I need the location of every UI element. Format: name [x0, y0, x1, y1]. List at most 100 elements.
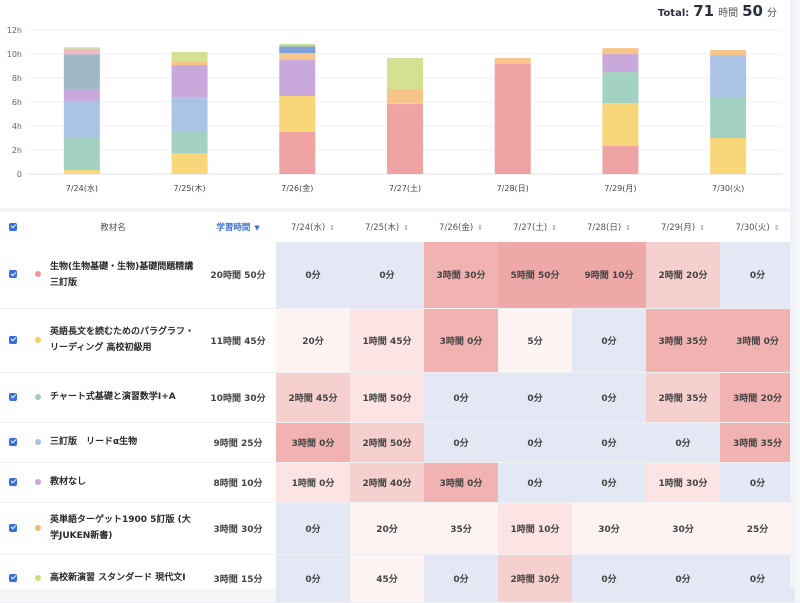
day-header-3[interactable]: 7/27(土) ⇕	[498, 212, 573, 242]
row-select-cell	[0, 502, 26, 555]
day-time-cell: 0分	[572, 308, 647, 373]
study-time-header-label: 学習時間	[216, 223, 251, 233]
day-time-cell: 3時間 30分	[424, 242, 499, 309]
bar-segment	[494, 57, 531, 64]
bar-segment	[710, 55, 747, 99]
row-checkbox[interactable]	[9, 392, 17, 401]
day-time-cell: 5時間 50分	[498, 242, 573, 309]
day-time-cell: 9時間 10分	[572, 242, 647, 309]
material-name: 英語長文を読むためのパラグラフ・リーディング 高校初級用	[50, 308, 201, 373]
material-name: 教材なし	[50, 462, 201, 503]
material-name: 生物(生物基礎・生物)基礎問題精講 三訂版	[50, 242, 201, 309]
material-total-time: 3時間 15分	[200, 554, 277, 603]
day-time-cell: 2時間 20分	[646, 242, 721, 309]
row-select-cell	[0, 372, 26, 423]
day-time-cell: 0分	[276, 554, 351, 603]
row-checkbox[interactable]	[9, 335, 17, 344]
sort-desc-icon: ▼	[254, 224, 260, 232]
minutes-unit: 分	[767, 8, 777, 19]
day-time-cell: 0分	[572, 422, 647, 463]
row-checkbox[interactable]	[9, 437, 17, 446]
row-checkbox[interactable]	[9, 573, 17, 582]
bar-segment	[171, 131, 208, 153]
bar-segment	[171, 153, 208, 174]
day-header-4[interactable]: 7/28(日) ⇕	[572, 212, 647, 242]
day-header-1[interactable]: 7/25(木) ⇕	[350, 212, 425, 242]
day-time-cell: 0分	[572, 462, 647, 503]
day-header-5[interactable]: 7/29(月) ⇕	[646, 212, 721, 242]
row-checkbox[interactable]	[9, 523, 17, 532]
bar-segment	[387, 103, 423, 105]
row-select-cell	[0, 242, 26, 309]
day-time-cell: 2時間 50分	[350, 422, 425, 463]
x-tick-label: 7/26(金)	[281, 183, 313, 193]
day-header-2[interactable]: 7/26(金) ⇕	[424, 212, 499, 242]
table-row: 英語長文を読むためのパラグラフ・リーディング 高校初級用 11時間 45分 20分 1…	[0, 308, 796, 373]
x-tick-label: 7/25(木)	[173, 183, 205, 193]
bar-segment	[710, 98, 747, 138]
table-row: 高校新演習 スタンダード 現代文I 3時間 15分 0分 45分 0分 2時間 30分 0分…	[0, 554, 796, 603]
table-row: 三訂版 リードα生物 9時間 25分 3時間 0分 2時間 50分 0分 0分 0分 0分 3時…	[0, 422, 796, 463]
total-study-time: Total: 71 時間 50 分	[658, 2, 777, 20]
day-time-cell: 2時間 30分	[498, 554, 573, 603]
day-time-cell: 3時間 35分	[720, 422, 796, 463]
x-tick-label: 7/24(水)	[66, 183, 98, 193]
total-label: Total:	[657, 8, 690, 19]
day-header-label: 7/24(水)	[290, 223, 326, 233]
bar-segment	[279, 132, 316, 174]
series-color-dot	[35, 271, 41, 278]
sort-toggle-icon: ⇕	[477, 224, 484, 232]
day-time-cell: 3時間 0分	[424, 462, 499, 503]
row-checkbox[interactable]	[9, 477, 17, 486]
day-time-cell: 0分	[572, 372, 647, 423]
day-time-cell: 0分	[646, 554, 721, 603]
bar-segment	[171, 61, 208, 66]
table-row: 生物(生物基礎・生物)基礎問題精講 三訂版 20時間 50分 0分 0分 3時間 30分…	[0, 242, 796, 309]
y-tick-label: 0	[17, 170, 22, 179]
bar-segment	[279, 96, 316, 132]
y-tick-label: 6h	[12, 98, 22, 107]
table-row: チャート式基礎と演習数学I+A 10時間 30分 2時間 45分 1時間 50分 0分 0…	[0, 372, 796, 423]
bar-segment	[710, 50, 747, 56]
row-checkbox[interactable]	[9, 270, 17, 279]
bar-segment	[63, 47, 100, 49]
day-header-6[interactable]: 7/30(火) ⇕	[720, 212, 796, 242]
study-time-header[interactable]: 学習時間 ▼	[200, 212, 277, 242]
material-name: 英単語ターゲット1900 5訂版 (大学JUKEN新書)	[50, 502, 201, 555]
bar-segment	[171, 52, 208, 62]
x-tick-label: 7/30(火)	[712, 184, 744, 193]
day-time-cell: 35分	[424, 502, 499, 555]
day-time-cell: 0分	[720, 462, 796, 503]
day-time-cell: 25分	[720, 502, 796, 555]
color-dot-cell	[26, 242, 50, 309]
bar-segment	[494, 63, 531, 174]
scrollbar-track[interactable]	[790, 0, 795, 589]
sort-toggle-icon: ⇕	[625, 224, 632, 232]
row-select-cell	[0, 554, 26, 603]
material-name: チャート式基礎と演習数学I+A	[50, 372, 201, 423]
day-time-cell: 0分	[720, 242, 796, 309]
material-total-time: 20時間 50分	[200, 242, 277, 309]
y-tick-label: 12h	[7, 26, 22, 35]
bar-segment	[279, 46, 316, 54]
select-all-checkbox[interactable]	[9, 222, 17, 231]
sort-toggle-icon: ⇕	[329, 224, 336, 232]
day-time-cell: 1時間 45分	[350, 308, 425, 373]
day-header-0[interactable]: 7/24(水) ⇕	[276, 212, 351, 242]
total-minutes: 50	[742, 2, 763, 20]
series-color-dot	[35, 574, 41, 581]
material-total-time: 11時間 45分	[200, 308, 277, 373]
bar-segment	[279, 44, 316, 47]
day-time-cell: 3時間 0分	[720, 308, 796, 373]
series-color-dot	[35, 336, 41, 343]
table-row: 教材なし 8時間 10分 1時間 0分 2時間 40分 3時間 0分 0分 0分 1時間 30…	[0, 462, 796, 503]
bar-segment	[387, 58, 423, 60]
y-tick-label: 10h	[7, 50, 22, 59]
day-time-cell: 3時間 0分	[424, 308, 499, 373]
bar-segment	[63, 48, 100, 55]
sort-toggle-icon: ⇕	[551, 224, 558, 232]
day-time-cell: 20分	[276, 308, 351, 373]
series-color-dot	[35, 438, 41, 445]
day-header-label: 7/27(土)	[512, 223, 548, 233]
series-color-dot	[35, 393, 41, 400]
